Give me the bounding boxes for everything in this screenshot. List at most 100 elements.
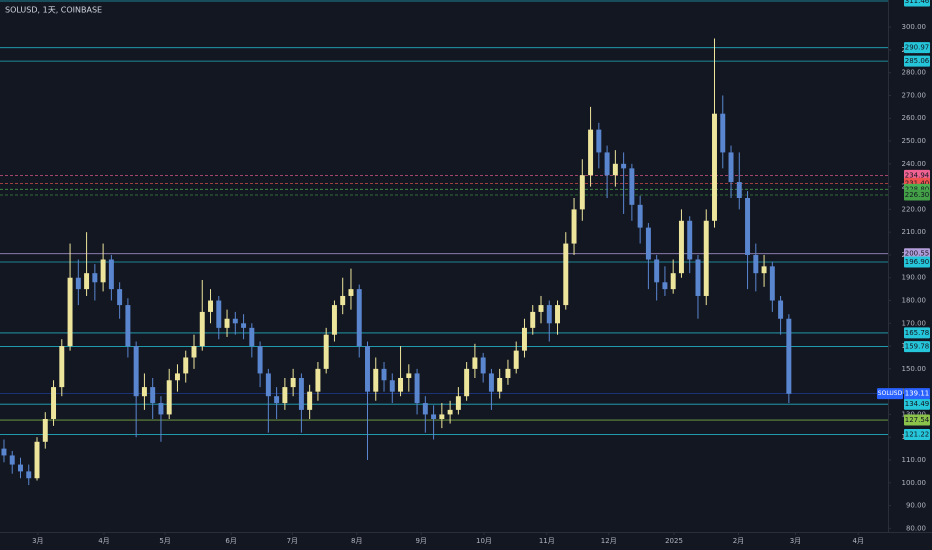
candle-body	[307, 391, 313, 410]
x-tick-label: 3月	[32, 537, 43, 545]
x-tick-label: 4月	[98, 537, 109, 545]
candle-body	[75, 277, 81, 290]
candle-body	[703, 220, 709, 296]
y-tick-label: 250.00	[902, 137, 927, 145]
x-tick-label: 2025	[665, 537, 683, 545]
y-tick-label: 270.00	[902, 91, 927, 99]
candle-body	[18, 464, 23, 472]
candle-body	[538, 305, 544, 312]
level-label: 231.40	[905, 179, 930, 187]
y-tick-label: 80.00	[906, 524, 926, 532]
y-tick-label: 260.00	[902, 114, 927, 122]
candle-body	[662, 282, 668, 290]
candle-body	[786, 318, 792, 394]
candle-body	[521, 327, 527, 351]
level-label: 228.80	[905, 185, 930, 193]
x-tick-label: 10月	[476, 537, 492, 545]
y-tick-label: 300.00	[902, 23, 927, 31]
candle-body	[84, 273, 90, 290]
labels: 311.46 290.97 285.06 234.94231.40228.80226.…	[877, 0, 930, 440]
candle-body	[745, 197, 751, 255]
candle-body	[761, 266, 767, 274]
level-label-box	[904, 189, 930, 201]
level-label: 226.30	[905, 191, 930, 199]
candle-body	[414, 373, 420, 404]
y-tick-label: 210.00	[902, 228, 927, 236]
level-label-box	[904, 55, 930, 67]
candle-body	[712, 113, 717, 221]
candle-body	[141, 387, 147, 397]
level-label: 134.49	[905, 400, 930, 408]
candles	[1, 38, 792, 486]
candle-body	[282, 387, 288, 404]
candle-body	[720, 113, 726, 153]
candle-body	[488, 373, 494, 392]
candle-body	[563, 243, 569, 306]
candle-body	[455, 396, 461, 410]
y-tick-label: 100.00	[902, 479, 927, 487]
candle-body	[67, 277, 73, 347]
candle-body	[571, 209, 577, 244]
x-tick-label: 6月	[225, 537, 236, 545]
y-tick-label: 220.00	[902, 205, 927, 213]
x-tick-label: 7月	[287, 537, 298, 545]
candle-body	[621, 163, 627, 169]
candle-body	[323, 334, 329, 369]
candle-body	[51, 387, 57, 419]
x-tick-label: 11月	[539, 537, 555, 545]
candle-body	[26, 471, 32, 479]
candle-body	[274, 396, 280, 404]
candle-body	[34, 441, 40, 479]
candle-body	[108, 259, 114, 290]
last-price-label: 139.11	[905, 390, 930, 398]
candle-body	[629, 168, 635, 205]
candle-body	[92, 273, 98, 283]
candle-body	[125, 305, 131, 347]
candle-body	[216, 300, 222, 328]
candle-body	[678, 220, 684, 274]
candle-body	[555, 305, 560, 324]
chart-title: SOLUSD, 1天, COINBASE	[5, 6, 102, 15]
candle-body	[340, 295, 346, 306]
candle-body	[365, 346, 370, 392]
x-tick-label: 12月	[601, 537, 617, 545]
candle-body	[158, 403, 164, 415]
candle-body	[257, 346, 263, 374]
y-tick-label: 180.00	[902, 297, 927, 305]
y-tick-label: 240.00	[902, 160, 927, 168]
y-tick-label: 170.00	[902, 319, 927, 327]
level-label: 200.55	[905, 250, 930, 258]
level-label-box	[904, 341, 930, 353]
candle-body	[670, 273, 676, 290]
candle-body	[513, 350, 519, 369]
level-label-box	[904, 327, 930, 339]
x-tick-label: 5月	[159, 537, 170, 545]
level-label: 127.54	[905, 416, 930, 424]
candle-body	[348, 289, 354, 296]
candle-body	[42, 418, 48, 442]
candle-body	[133, 346, 139, 397]
level-label: 285.06	[905, 57, 930, 65]
candle-body	[778, 300, 784, 319]
y-tick-label: 130.00	[902, 410, 927, 418]
candle-body	[117, 289, 123, 306]
x-tick-label: 8月	[351, 537, 362, 545]
level-label-box	[904, 398, 930, 410]
candle-body	[406, 373, 412, 378]
candle-body	[174, 373, 180, 381]
last-price-box	[904, 388, 930, 400]
candle-body	[728, 152, 734, 183]
level-label-box	[904, 0, 930, 7]
candle-body	[373, 368, 379, 392]
candle-body	[588, 129, 594, 176]
candle-body	[381, 368, 387, 381]
y-tick-label: 90.00	[906, 502, 926, 510]
candle-body	[530, 311, 536, 328]
symbol-tag-box	[877, 388, 903, 400]
level-label: 121.22	[905, 430, 930, 438]
candle-body	[100, 259, 106, 283]
candle-body	[645, 227, 651, 260]
candle-body	[166, 380, 172, 415]
